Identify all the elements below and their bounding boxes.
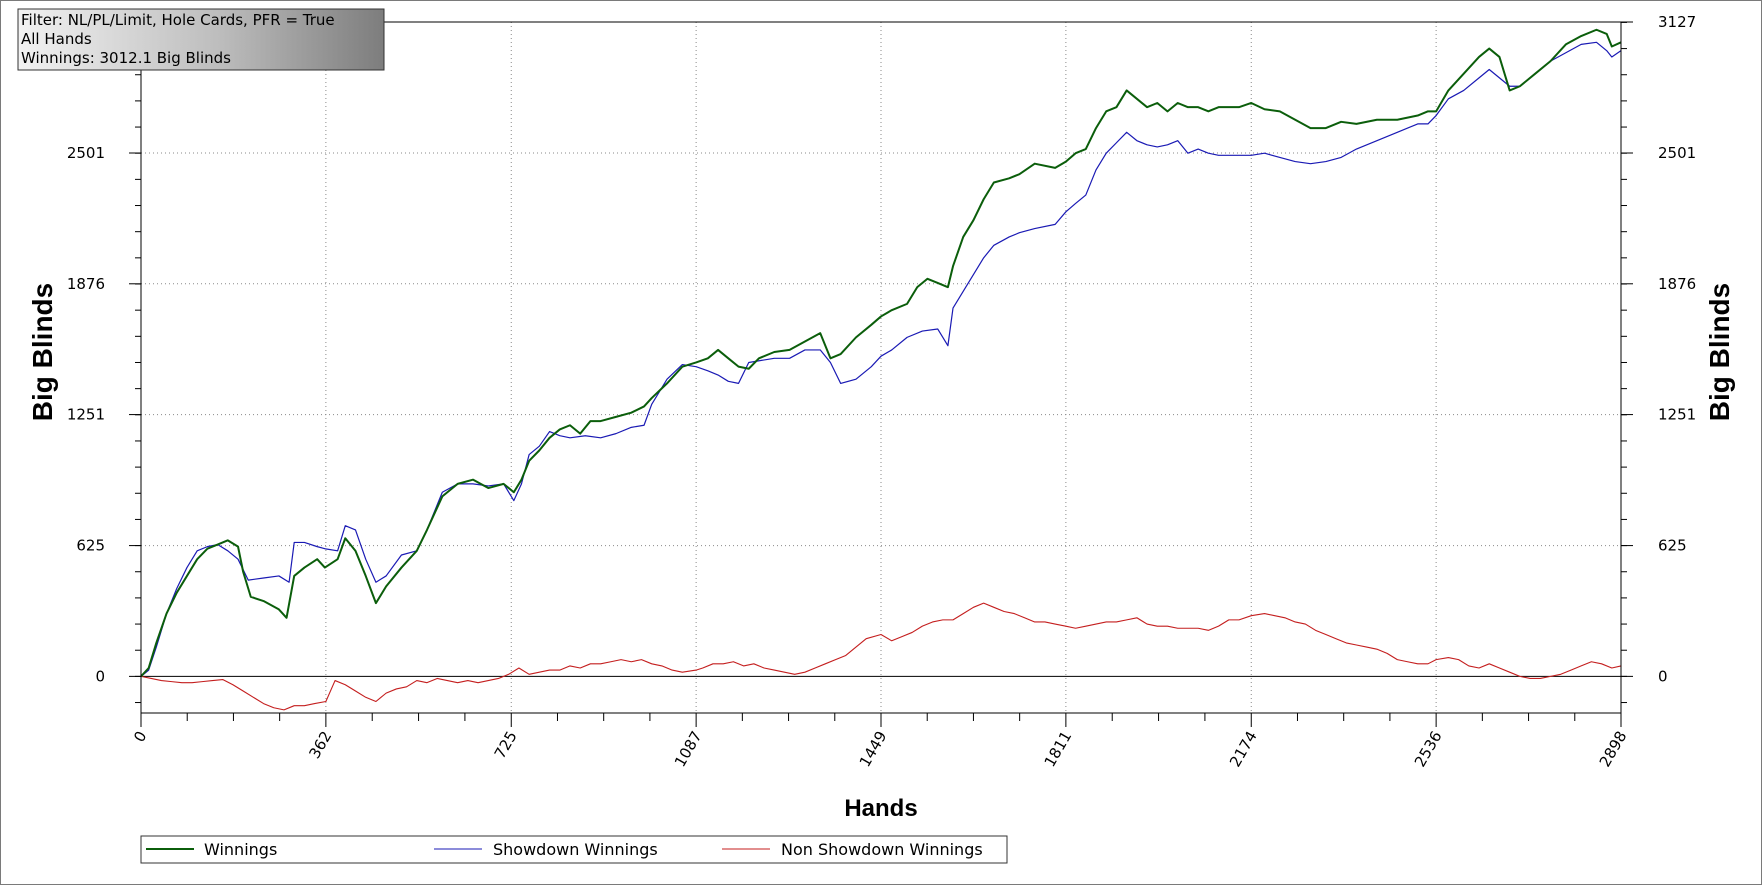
series-lines [140,28,1622,711]
y-tick-label-right: 3127 [1658,13,1696,31]
filter-line: Filter: NL/PL/Limit, Hole Cards, PFR = T… [21,11,335,29]
y-tick-label-left: 625 [76,537,105,555]
legend-label-showdown: Showdown Winnings [493,840,658,859]
hands-line: All Hands [21,30,92,48]
y-axis-title-right: Big Blinds [1704,283,1735,421]
legend: Winnings Showdown Winnings Non Showdown … [140,835,1008,864]
legend-box [140,835,1008,864]
y-tick-label-left: 2501 [67,144,105,162]
x-axis-title: Hands [844,795,917,822]
y-tick-label-left: 1876 [67,275,105,293]
filter-box-background [17,8,385,71]
y-axis-title-left: Big Blinds [27,283,58,421]
series-line-showdown [140,41,1622,677]
y-tick-label-left: 0 [95,667,105,685]
filter-box: Filter: NL/PL/Limit, Hole Cards, PFR = T… [17,8,385,71]
y-tick-label-right: 0 [1658,667,1668,685]
grid-lines [141,22,1621,713]
tick-marks [129,21,1633,727]
total-winnings-line: Winnings: 3012.1 Big Blinds [21,49,231,67]
y-tick-label-right: 2501 [1658,144,1696,162]
y-tick-label-right: 1876 [1658,275,1696,293]
y-tick-label-right: 1251 [1658,406,1696,424]
legend-label-winnings: Winnings [204,840,277,859]
legend-label-non-showdown: Non Showdown Winnings [781,840,983,859]
y-tick-label-right: 625 [1658,537,1687,555]
series-line-winnings [140,28,1622,678]
series-line-non-showdown [140,602,1622,711]
y-tick-label-left: 1251 [67,406,105,424]
